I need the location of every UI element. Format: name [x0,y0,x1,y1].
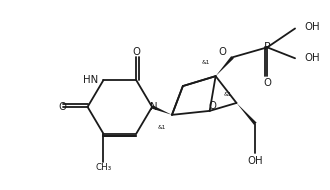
Text: O: O [59,102,67,112]
Text: &1: &1 [158,125,166,130]
Polygon shape [215,56,234,76]
Text: P: P [264,42,271,52]
Text: OH: OH [304,21,319,32]
Text: O: O [132,47,140,57]
Text: OH: OH [248,156,263,165]
Text: N: N [150,102,158,112]
Polygon shape [237,103,257,125]
Text: HN: HN [83,75,98,85]
Text: O: O [263,78,271,88]
Text: CH₃: CH₃ [95,163,112,172]
Text: O: O [209,101,217,111]
Text: &1: &1 [223,92,232,97]
Polygon shape [151,105,172,115]
Text: &1: &1 [201,60,210,65]
Text: OH: OH [304,53,319,63]
Text: O: O [218,47,227,57]
